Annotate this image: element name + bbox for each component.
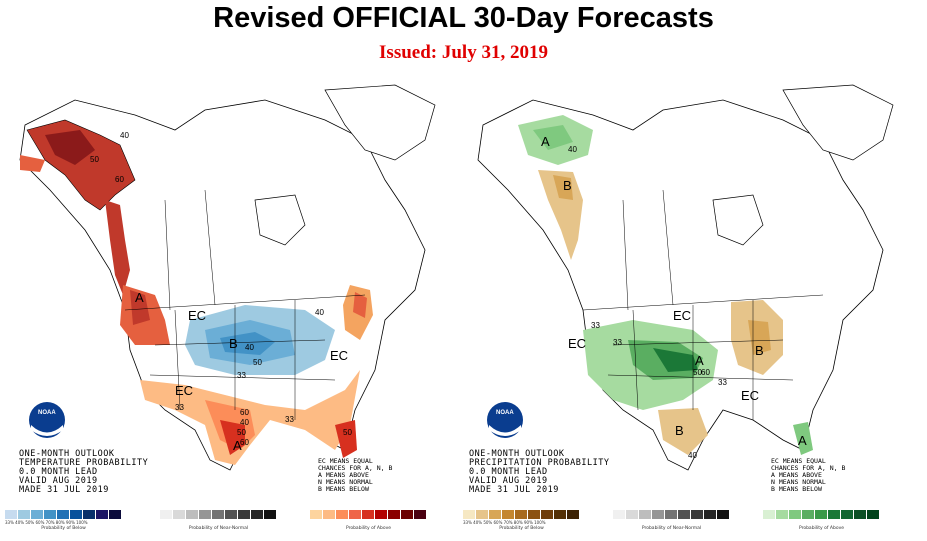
colorbar-precip-below <box>463 510 580 519</box>
contour-value: 33 <box>237 371 246 380</box>
label-A-alaska: A <box>541 134 550 149</box>
issued-date: Issued: July 31, 2019 <box>379 42 548 63</box>
label-EC-west: EC <box>568 336 586 351</box>
contour-value: 40 <box>240 418 249 427</box>
hudson-bay <box>254 194 306 246</box>
contour-value: 40 <box>688 451 697 460</box>
colorbar-precip-above <box>763 510 880 519</box>
noaa-logo-icon: NOAA <box>29 402 65 438</box>
colorbar-caption: Probability of Above <box>345 526 392 531</box>
label-EC-west: EC <box>188 308 206 323</box>
colorbar-caption: Probability of Above <box>798 526 845 531</box>
temperature-map: A EC B EC EC A 40 50 60 33 40 50 60 40 5… <box>19 84 436 471</box>
label-A-florida: A <box>798 433 807 448</box>
contour-value: 40 <box>315 308 324 317</box>
contour-value: 33 <box>175 403 184 412</box>
contour-value: 50 <box>90 155 99 164</box>
svg-text:NOAA: NOAA <box>496 410 514 416</box>
colorbar-caption: Probability of Below <box>499 526 544 531</box>
boundaries <box>124 189 366 420</box>
contour-value: 50 <box>343 428 352 437</box>
temperature-map-panel: A EC B EC EC A 40 50 60 33 40 50 60 40 5… <box>5 80 465 541</box>
contour-value: 60 <box>240 438 249 447</box>
texas-below <box>658 408 708 455</box>
contour-value: 50 <box>253 358 262 367</box>
contour-value: 60 <box>240 408 249 417</box>
colorbar-ticks: 33% 40% 50% 60% 70% 80% 90% 100% <box>463 520 546 525</box>
precipitation-map-panel: A B EC EC A B B EC A 40 33 50 60 33 40 3… <box>463 80 923 541</box>
colorbar-temp-below <box>5 510 122 519</box>
greenland-outline <box>782 84 894 161</box>
hudson-bay <box>712 194 764 246</box>
label-A-central: A <box>695 353 704 368</box>
contour-value: 33 <box>591 321 600 330</box>
bc-coast-above <box>105 200 130 295</box>
label-B-alaska: B <box>563 178 572 193</box>
label-EC-southwest: EC <box>175 383 193 398</box>
colorbar-temp-above <box>310 510 427 519</box>
label-EC-east: EC <box>330 348 348 363</box>
colorbar-caption: Probability of Below <box>41 526 86 531</box>
contour-value: 33 <box>613 338 622 347</box>
greenland-outline <box>324 84 436 161</box>
colorbar-caption: Probability of Near-Normal <box>641 526 702 531</box>
label-B-central: B <box>229 336 238 351</box>
precipitation-map: A B EC EC A B B EC A 40 33 50 60 33 40 3… <box>477 84 894 471</box>
label-B-ohio: B <box>755 343 764 358</box>
label-A-pnw: A <box>135 290 144 305</box>
page-title: Revised OFFICIAL 30-Day Forecasts <box>213 2 714 34</box>
boundaries <box>582 189 824 420</box>
noaa-logo-icon: NOAA <box>487 402 523 438</box>
colorbar-ticks: 33% 40% 50% 60% 70% 80% 90% 100% <box>5 520 88 525</box>
contour-value: 60 <box>701 368 710 377</box>
svg-text:NOAA: NOAA <box>38 410 56 416</box>
label-A-south: A <box>233 438 242 453</box>
label-EC-southeast: EC <box>741 388 759 403</box>
florida-above-precip <box>793 422 813 455</box>
contour-value: 33 <box>718 378 727 387</box>
contour-value: 40 <box>568 145 577 154</box>
contour-value: 40 <box>245 343 254 352</box>
contour-value: 50 <box>237 428 246 437</box>
contour-value: 40 <box>120 131 129 140</box>
colorbar-caption: Probability of Near-Normal <box>188 526 249 531</box>
contour-value: 50 <box>693 368 702 377</box>
outlook-text-temp: ONE-MONTH OUTLOOK TEMPERATURE PROBABILITY… <box>19 449 149 495</box>
label-EC-north: EC <box>673 308 691 323</box>
contour-value: 33 <box>285 415 294 424</box>
outlook-text-precip: ONE-MONTH OUTLOOK PRECIPITATION PROBABILI… <box>469 449 610 495</box>
contour-value: 60 <box>115 175 124 184</box>
label-B-texas: B <box>675 423 684 438</box>
colorbar-temp-normal <box>160 510 277 519</box>
colorbar-precip-normal <box>613 510 730 519</box>
